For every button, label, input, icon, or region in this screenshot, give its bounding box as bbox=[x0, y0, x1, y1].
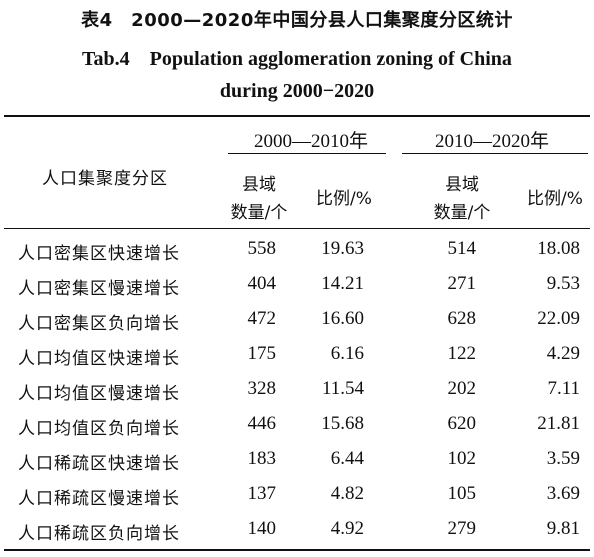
ratio-2010-2020: 9.53 bbox=[546, 273, 580, 294]
ratio-2010-2020: 18.08 bbox=[537, 238, 580, 259]
group-underline-2010-2020 bbox=[402, 153, 588, 154]
ratio-2010-2020: 22.09 bbox=[537, 308, 580, 329]
count-2000-2010: 183 bbox=[247, 448, 277, 469]
row-label: 人口均值区快速增长 bbox=[18, 349, 180, 369]
count-header-1-line2: 数量/个 bbox=[230, 203, 288, 223]
count-2010-2020: 279 bbox=[447, 518, 477, 539]
count-2010-2020: 105 bbox=[447, 483, 477, 504]
ratio-2010-2020: 3.69 bbox=[546, 483, 580, 504]
ratio-2000-2010: 4.82 bbox=[330, 483, 364, 504]
count-2010-2020: 271 bbox=[447, 273, 477, 294]
count-2000-2010: 558 bbox=[247, 238, 277, 259]
count-header-1-line1: 县域 bbox=[242, 175, 276, 195]
ratio-2010-2020: 3.59 bbox=[546, 448, 580, 469]
ratio-2010-2020: 9.81 bbox=[546, 518, 580, 539]
count-2010-2020: 122 bbox=[447, 343, 477, 364]
row-label: 人口均值区慢速增长 bbox=[18, 384, 180, 404]
ratio-2000-2010: 14.21 bbox=[321, 273, 364, 294]
row-label: 人口密集区负向增长 bbox=[18, 314, 180, 334]
group-header-2010-2020: 2010—2020年 bbox=[434, 131, 549, 152]
ratio-2010-2020: 7.11 bbox=[547, 378, 580, 399]
count-2000-2010: 328 bbox=[247, 378, 277, 399]
ratio-2000-2010: 16.60 bbox=[321, 308, 364, 329]
count-2000-2010: 175 bbox=[247, 343, 277, 364]
row-label: 人口均值区负向增长 bbox=[18, 419, 180, 439]
ratio-2000-2010: 6.44 bbox=[330, 448, 364, 469]
count-header-2-line2: 数量/个 bbox=[433, 203, 491, 223]
ratio-2000-2010: 4.92 bbox=[330, 518, 364, 539]
table-bottom-rule bbox=[4, 549, 590, 551]
header-body-rule bbox=[4, 228, 590, 229]
table-title-english-line1: Tab.4 Population agglomeration zoning of… bbox=[82, 48, 512, 70]
count-2010-2020: 514 bbox=[447, 238, 477, 259]
count-2000-2010: 472 bbox=[247, 308, 277, 329]
ratio-2000-2010: 15.68 bbox=[321, 413, 364, 434]
ratio-2000-2010: 19.63 bbox=[321, 238, 364, 259]
row-label: 人口稀疏区慢速增长 bbox=[18, 489, 180, 509]
count-2010-2020: 620 bbox=[447, 413, 477, 434]
ratio-2010-2020: 21.81 bbox=[537, 413, 580, 434]
count-2000-2010: 404 bbox=[247, 273, 277, 294]
count-2000-2010: 446 bbox=[247, 413, 277, 434]
ratio-header-2: 比例/% bbox=[527, 189, 583, 209]
count-2010-2020: 102 bbox=[447, 448, 477, 469]
row-label: 人口稀疏区负向增长 bbox=[18, 524, 180, 544]
ratio-2000-2010: 11.54 bbox=[321, 378, 364, 399]
ratio-2000-2010: 6.16 bbox=[330, 343, 364, 364]
table-top-rule bbox=[4, 115, 590, 117]
table-title-english-line2: during 2000−2020 bbox=[219, 80, 375, 102]
ratio-header-1: 比例/% bbox=[316, 189, 372, 209]
table-title-chinese: 表4 2000—2020年中国分县人口集聚度分区统计 bbox=[81, 10, 513, 31]
group-underline-2000-2010 bbox=[228, 153, 386, 154]
row-label: 人口稀疏区快速增长 bbox=[18, 454, 180, 474]
count-2010-2020: 628 bbox=[447, 308, 477, 329]
ratio-2010-2020: 4.29 bbox=[546, 343, 580, 364]
count-2000-2010: 137 bbox=[247, 483, 277, 504]
count-2000-2010: 140 bbox=[247, 518, 277, 539]
group-header-2000-2010: 2000—2010年 bbox=[253, 131, 368, 152]
row-label: 人口密集区慢速增长 bbox=[18, 279, 180, 299]
row-label: 人口密集区快速增长 bbox=[18, 244, 180, 264]
row-header-label: 人口集聚度分区 bbox=[42, 169, 168, 189]
count-header-2-line1: 县域 bbox=[445, 175, 479, 195]
count-2010-2020: 202 bbox=[447, 378, 477, 399]
